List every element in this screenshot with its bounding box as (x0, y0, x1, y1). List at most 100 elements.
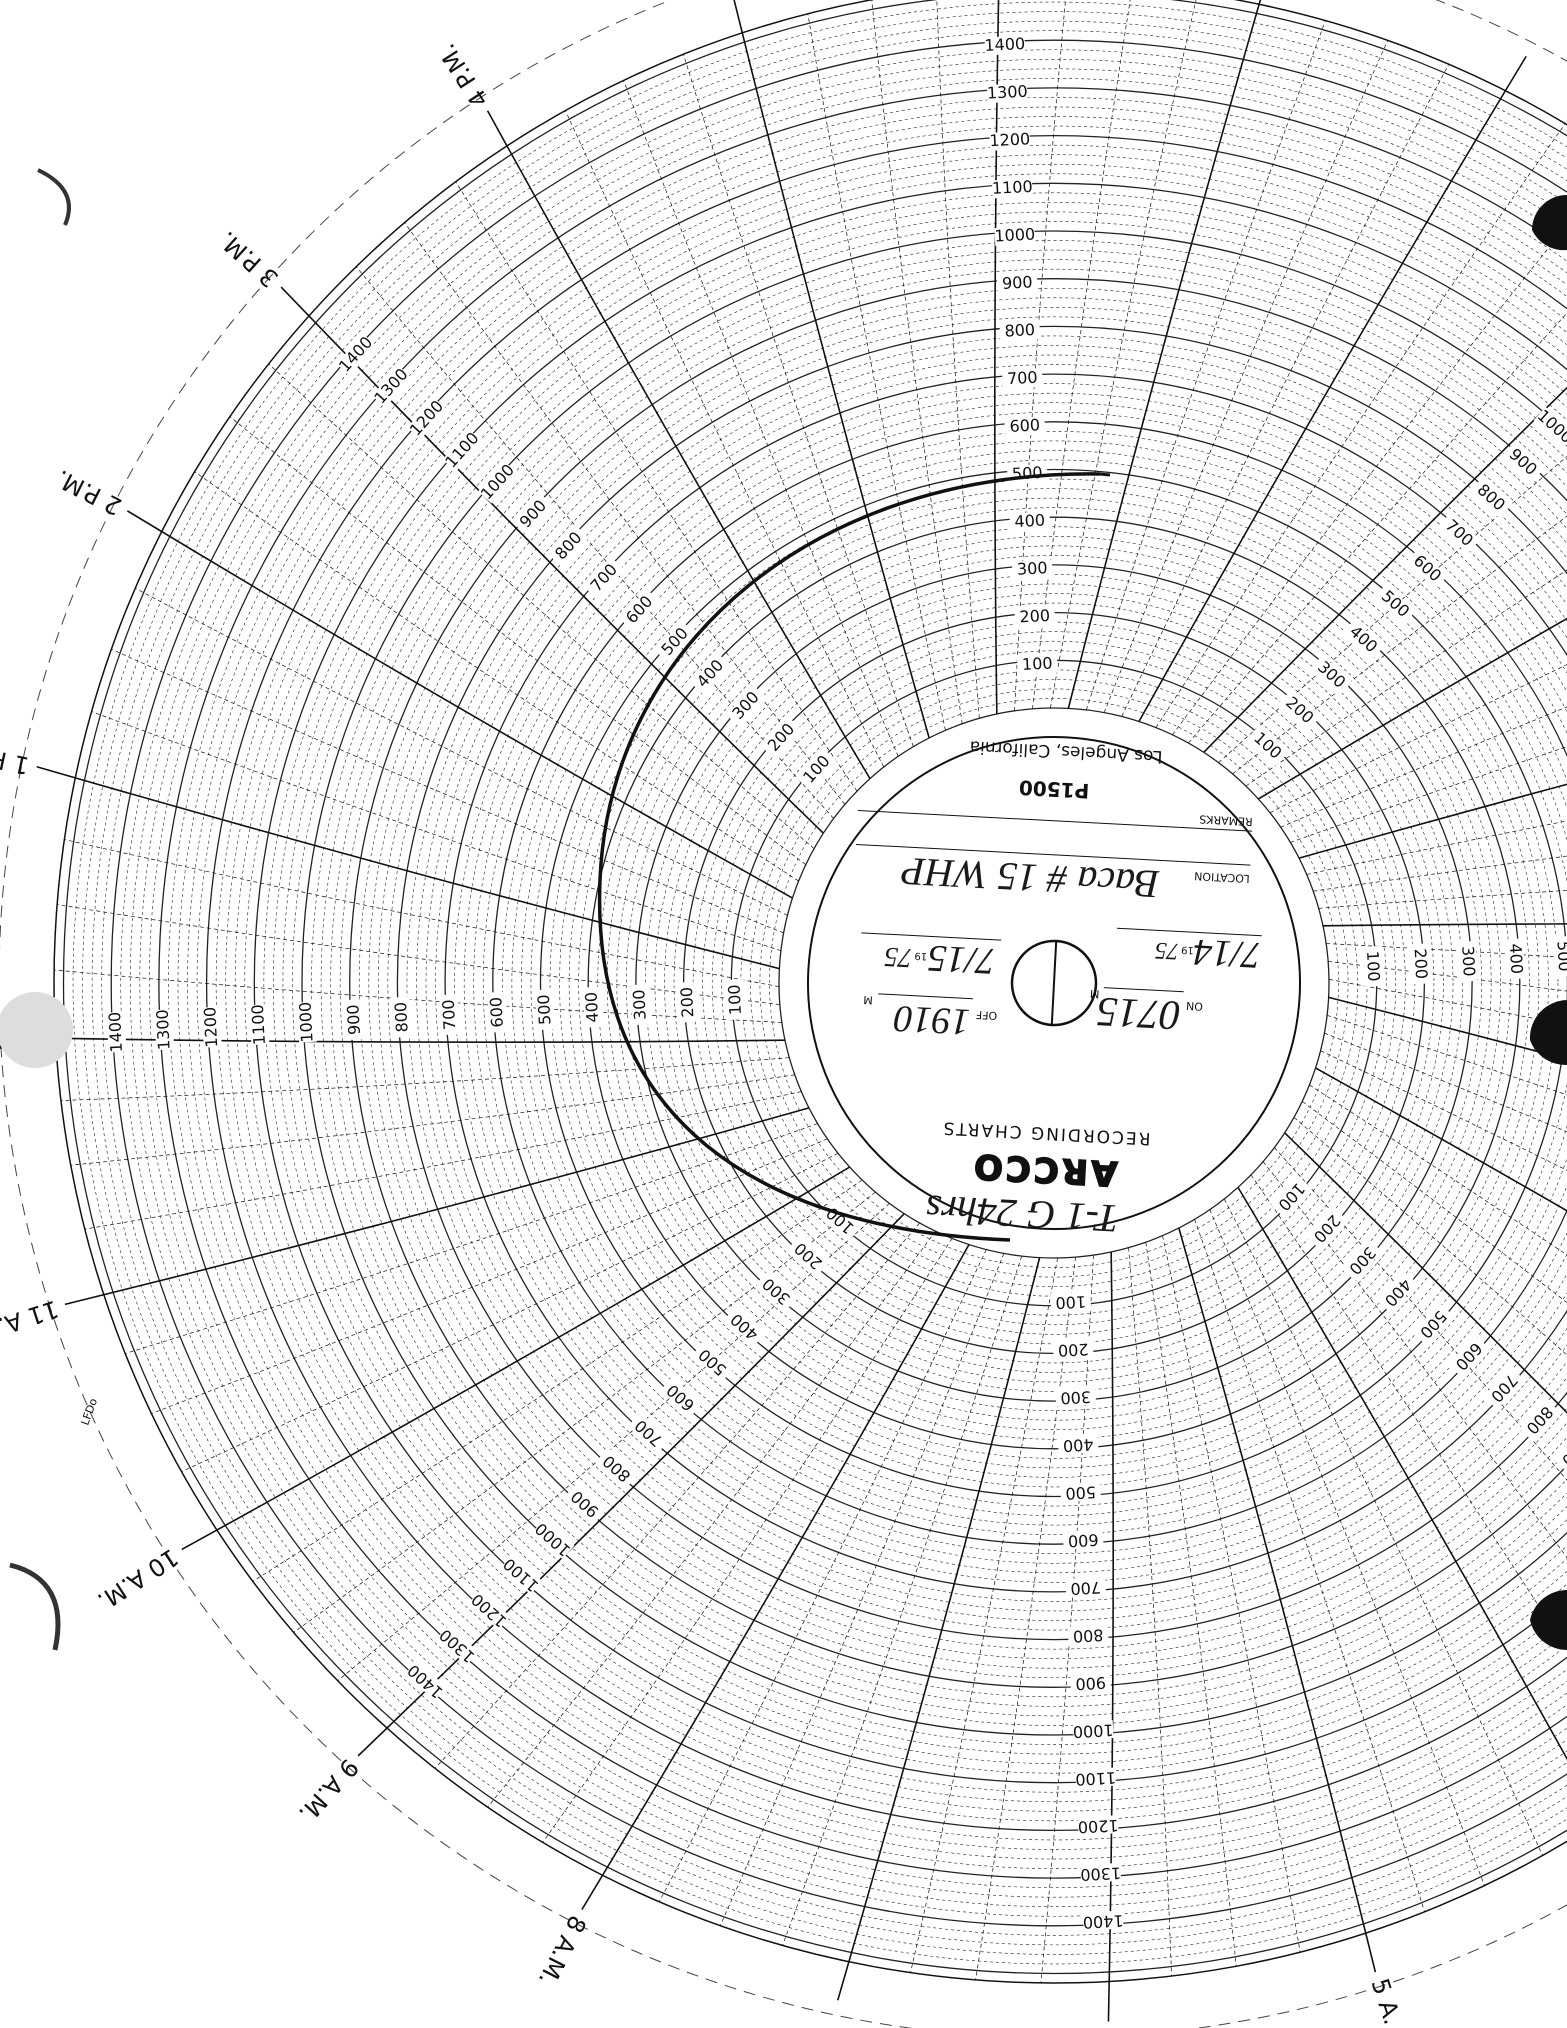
ring (149, 78, 1567, 1888)
ring (521, 450, 1567, 1516)
scale-label-bg (999, 321, 1041, 342)
scale-label-bg (1306, 1207, 1347, 1250)
ring (483, 412, 1567, 1554)
scale-label: 1100 (248, 1004, 269, 1046)
hour-line (126, 510, 793, 899)
time-line (268, 363, 815, 849)
time-line (135, 587, 788, 916)
time-line (1324, 1032, 1567, 1133)
scale-label-bg (1310, 655, 1352, 696)
scale-label-bg (404, 1660, 447, 1701)
time-line (1274, 1147, 1567, 1481)
scale-label: 1100 (991, 177, 1033, 198)
time-line (125, 1123, 818, 1354)
time-line (151, 1138, 828, 1414)
scale-label-bg (1270, 1175, 1311, 1218)
scale-label-bg (1080, 1862, 1122, 1883)
time-line (1103, 40, 1389, 713)
ring (253, 182, 1567, 1784)
scale-label-bg (1009, 511, 1051, 532)
chart-center: RECORDING CHARTS ARCCO T-1 G 24hrs ON 07… (807, 736, 1301, 1241)
time-line (434, 1222, 920, 1769)
scale-label-bg (690, 653, 731, 695)
scale-label-bg (1409, 943, 1430, 985)
hour-line (357, 1213, 905, 1757)
scale-label-bg (442, 429, 483, 472)
hour-line (1257, 617, 1567, 800)
chart-id: T-1 G 24hrs (925, 1186, 1120, 1241)
scale-label: 400 (1506, 943, 1527, 974)
scale-label-bg (584, 557, 625, 600)
scale-label-bg (1469, 477, 1512, 519)
scale-label-bg (344, 999, 365, 1041)
time-line (1209, 1209, 1485, 1886)
ring (206, 135, 1567, 1831)
scale-label-bg (630, 984, 651, 1026)
scale-label: 900 (343, 1004, 364, 1035)
hour-line (486, 110, 871, 780)
scale-label-bg (994, 225, 1036, 247)
scale-label: 500 (1065, 1483, 1096, 1504)
scale-label-bg (797, 748, 838, 791)
ring (597, 526, 1511, 1440)
time-line (1262, 1161, 1567, 1559)
time-line (1313, 855, 1567, 892)
scale-label-bg (1016, 654, 1058, 675)
hour-line (1178, 1227, 1377, 1973)
on-label: ON (1186, 999, 1204, 1013)
scale-label-bg (154, 1009, 175, 1051)
scale-label-bg (1405, 548, 1448, 589)
time-line (355, 266, 834, 819)
time-line (91, 711, 782, 952)
field-line (861, 932, 1002, 941)
scale-label-bg (1246, 726, 1289, 767)
ring (216, 145, 1567, 1821)
hour-line (1315, 1067, 1567, 1212)
scale-label-bg (582, 986, 603, 1028)
scale-label-bg (986, 83, 1028, 104)
time-line (455, 181, 858, 792)
ring (177, 106, 1567, 1860)
time-line (1326, 1014, 1567, 1096)
scale-label: 300 (1060, 1387, 1091, 1408)
time-line (1302, 1101, 1567, 1304)
ring (635, 564, 1473, 1402)
time-line (1320, 1050, 1567, 1171)
remarks-label: REMARKS (1199, 812, 1253, 828)
time-line (1290, 746, 1567, 843)
time-line (975, 1257, 1076, 1980)
time-line (1050, 0, 1197, 709)
time-line (1309, 1084, 1567, 1256)
off-year: 75 (883, 941, 913, 973)
ring (673, 602, 1435, 1364)
ring (444, 373, 1567, 1593)
hour-line (181, 1166, 851, 1551)
ring (559, 488, 1549, 1478)
time-line (1155, 123, 1566, 728)
hour-line (36, 766, 780, 970)
off-label: OFF (976, 1008, 998, 1022)
scale-label-bg (249, 1004, 270, 1046)
ring (197, 126, 1567, 1840)
hour-line (1107, 1251, 1114, 2022)
hour-line (1067, 0, 1262, 709)
scale-label-bg (655, 621, 696, 663)
scale-label-bg (1448, 1334, 1489, 1377)
scale-label-bg (726, 685, 767, 727)
ring (549, 478, 1559, 1488)
time-line (1040, 1255, 1094, 1983)
scale-label: 1200 (989, 129, 1031, 150)
scale-label-bg (1341, 1239, 1382, 1281)
time-line (1293, 1117, 1567, 1356)
scale-label: 100 (724, 984, 745, 1015)
ring (187, 116, 1567, 1850)
scale-label: 1400 (105, 1011, 126, 1053)
scale-label-bg (513, 493, 554, 536)
scale-label: 1300 (1080, 1863, 1122, 1884)
hour-line (1237, 1186, 1567, 1761)
scale-label-bg (660, 1377, 703, 1418)
ring (578, 507, 1530, 1459)
ring (406, 335, 1567, 1631)
scale-label: 700 (439, 999, 460, 1030)
scale-label: 200 (1019, 606, 1050, 627)
